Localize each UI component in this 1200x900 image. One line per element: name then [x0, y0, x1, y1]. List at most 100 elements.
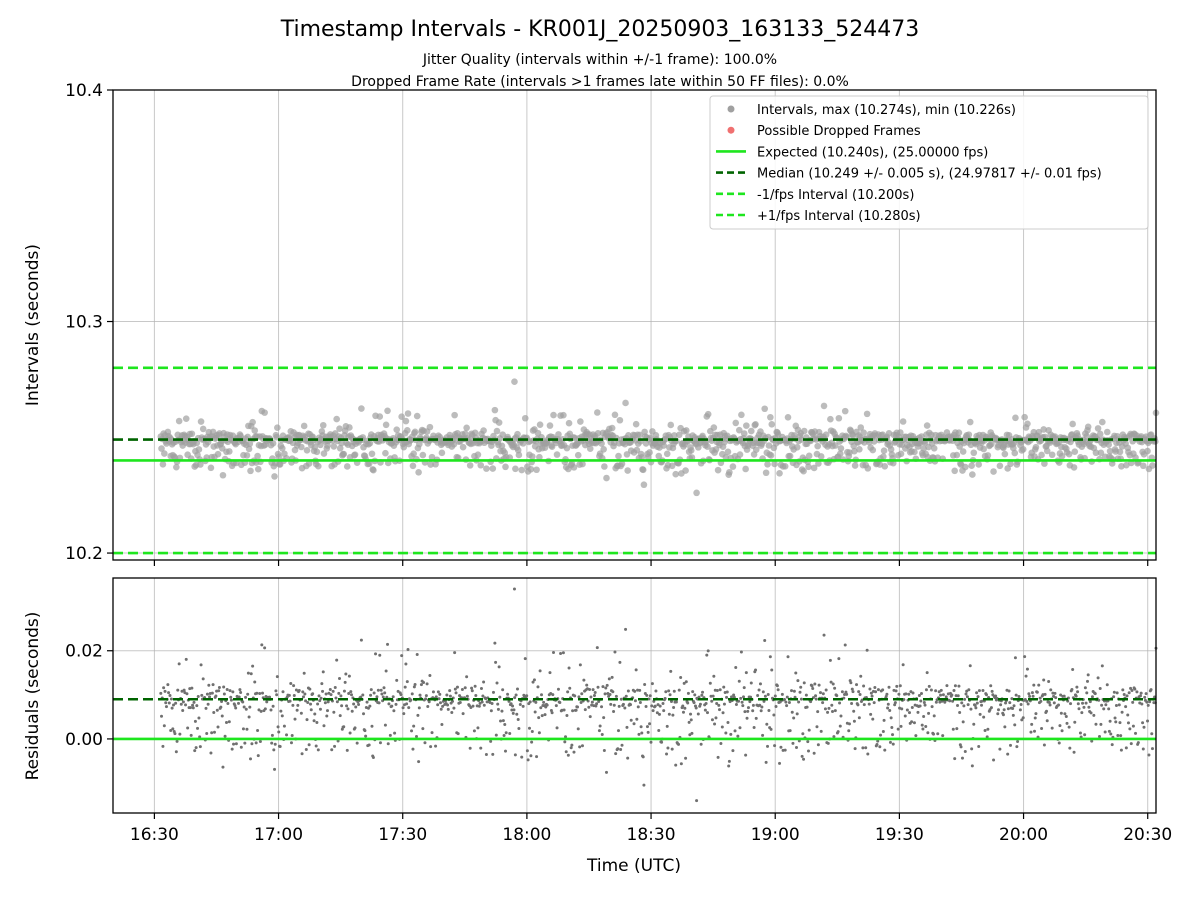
residual-point [333, 686, 337, 690]
residual-point [1121, 688, 1125, 692]
interval-point [633, 446, 641, 454]
residual-point [273, 767, 277, 771]
interval-point [491, 406, 499, 414]
residual-point [596, 685, 600, 689]
interval-point [438, 449, 446, 457]
residuals-y-tick-label: 0.00 [65, 730, 103, 750]
residual-point [255, 691, 259, 695]
residual-point [247, 715, 251, 719]
interval-point [480, 427, 487, 434]
residual-point [929, 688, 933, 692]
residual-point [412, 685, 416, 689]
residual-point [1116, 734, 1120, 738]
residual-point [504, 731, 508, 735]
residual-point [1087, 705, 1091, 709]
residual-point [684, 756, 688, 760]
residual-point [448, 689, 452, 693]
residual-point [403, 685, 407, 689]
interval-point [199, 425, 207, 433]
residual-point [1065, 721, 1069, 725]
residual-point [616, 747, 620, 751]
residual-point [958, 710, 962, 714]
interval-point [410, 450, 417, 458]
residual-point [382, 686, 386, 690]
residual-point [712, 674, 716, 678]
residual-point [196, 726, 200, 730]
interval-point [559, 435, 566, 443]
residual-point [605, 683, 609, 687]
interval-point [1118, 463, 1125, 470]
residual-point [1100, 664, 1104, 668]
residual-point [160, 714, 164, 718]
residual-point [1006, 707, 1010, 711]
residual-point [989, 706, 993, 710]
residual-point [345, 748, 349, 752]
interval-point [278, 445, 286, 452]
interval-point [603, 474, 610, 482]
residual-point [571, 709, 575, 713]
residual-point [1146, 703, 1150, 707]
interval-point [814, 442, 821, 450]
interval-point [768, 420, 776, 428]
residual-point [405, 680, 409, 684]
residual-point [562, 708, 566, 712]
residual-point [821, 692, 825, 696]
interval-point [1092, 449, 1100, 457]
residual-point [517, 727, 521, 731]
residual-point [566, 690, 570, 694]
residual-point [850, 702, 854, 706]
x-axis-label: Time (UTC) [586, 856, 681, 876]
residual-point [169, 728, 173, 732]
residual-point [612, 710, 616, 714]
residual-point [660, 740, 664, 744]
residual-point [903, 714, 907, 718]
residual-point [1007, 689, 1011, 693]
residual-point [1043, 692, 1047, 696]
residual-point [561, 651, 565, 655]
residual-point [506, 692, 510, 696]
residual-point [674, 763, 678, 767]
residual-point [407, 706, 411, 710]
residual-point [766, 744, 770, 748]
residual-point [966, 703, 970, 707]
residual-point [234, 706, 238, 710]
residual-point [1028, 694, 1032, 698]
residual-point [269, 708, 273, 712]
residual-point [209, 751, 213, 755]
x-tick-label: 17:00 [254, 825, 303, 845]
interval-point [502, 463, 509, 471]
residual-point [1013, 723, 1017, 727]
residual-point [316, 702, 320, 706]
residual-point [794, 745, 798, 749]
residual-point [665, 724, 669, 728]
residual-point [609, 702, 613, 706]
residual-point [816, 710, 820, 714]
residual-point [1141, 747, 1145, 751]
interval-point [269, 440, 277, 447]
interval-point [820, 402, 828, 410]
residual-point [917, 693, 921, 697]
interval-point [687, 447, 695, 454]
residual-point [352, 702, 356, 706]
interval-point [923, 422, 931, 429]
residual-point [516, 717, 520, 721]
residual-point [939, 693, 943, 697]
residual-point [369, 688, 373, 692]
interval-point [586, 445, 594, 453]
interval-point [646, 449, 653, 456]
residual-point [756, 693, 760, 697]
residual-point [614, 694, 618, 698]
residual-point [783, 748, 787, 752]
residual-point [318, 699, 322, 703]
residual-point [545, 703, 549, 707]
interval-point [251, 427, 259, 434]
residual-point [1107, 729, 1111, 733]
residual-point [901, 663, 905, 667]
residual-point [579, 700, 583, 704]
residual-point [1139, 691, 1143, 695]
residual-point [1040, 726, 1044, 730]
residual-point [515, 687, 519, 691]
residual-point [625, 725, 629, 729]
residual-point [496, 702, 500, 706]
residual-point [428, 673, 432, 677]
